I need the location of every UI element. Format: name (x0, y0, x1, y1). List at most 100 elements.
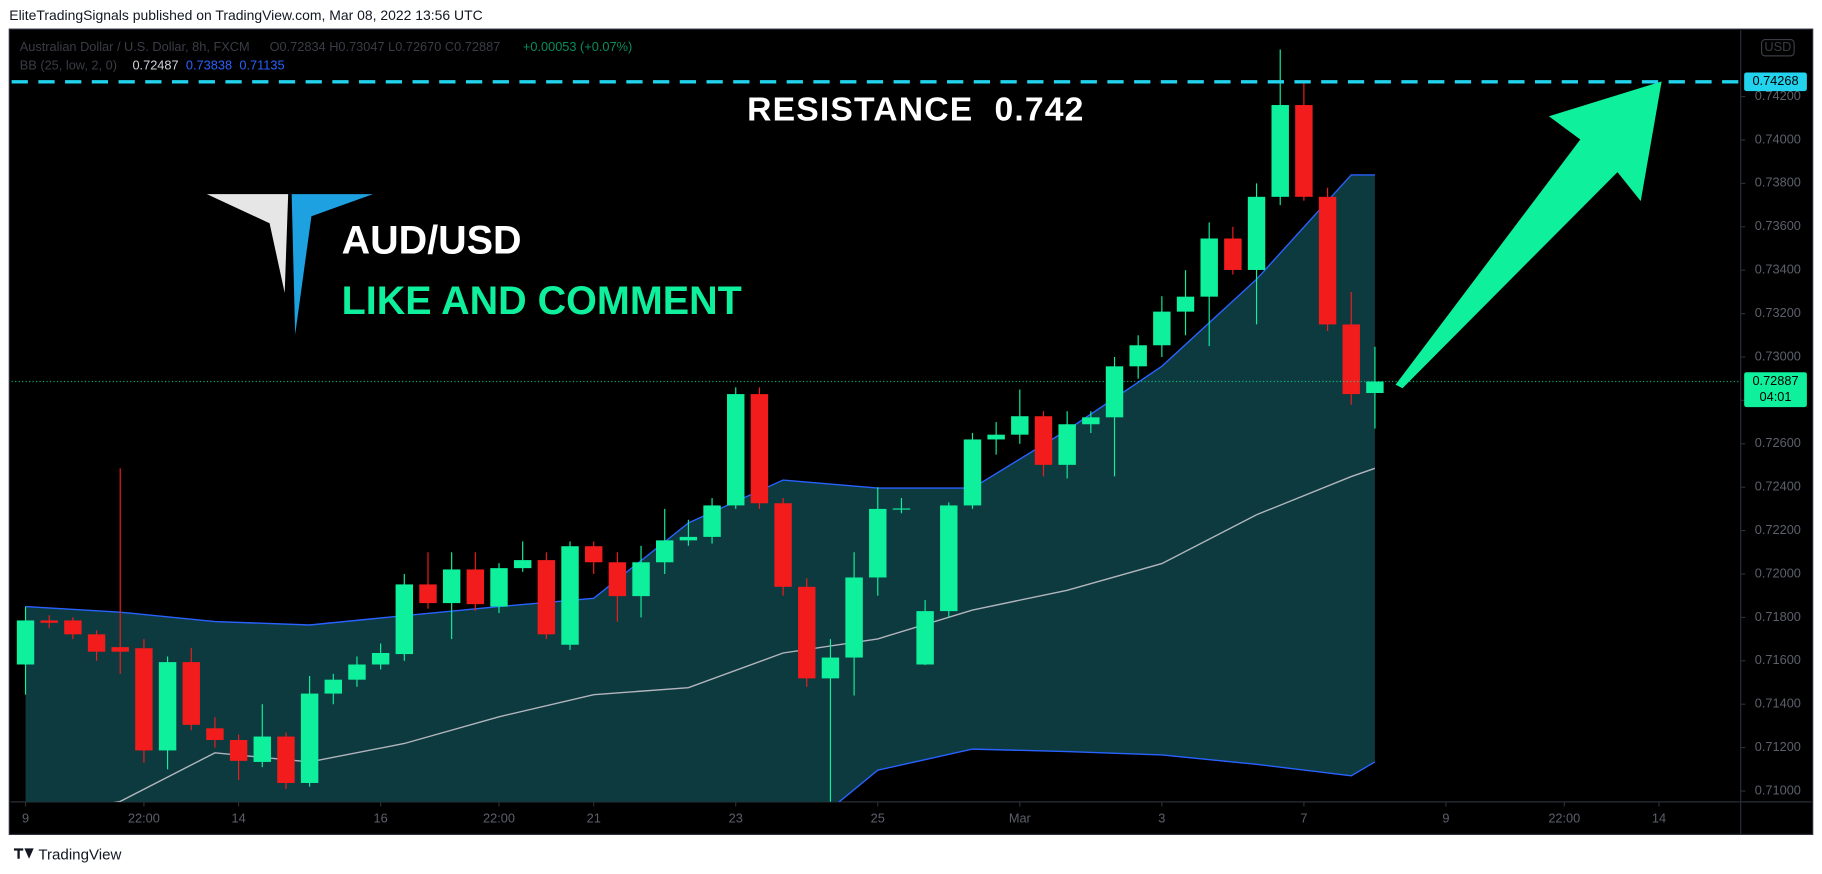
candle-body (1366, 381, 1384, 394)
candle-body (229, 740, 248, 761)
axes: 0.71000 0.71200 0.71400 0.71600 0.71800 0.720… (22, 88, 1801, 826)
last-price-label: 0.72887 (1752, 373, 1798, 388)
candle-body (1318, 196, 1337, 325)
last-price-box (1744, 372, 1807, 408)
resistance-label: 0.74268 (1752, 73, 1798, 88)
candle-body (869, 508, 887, 578)
candle-body (727, 394, 745, 506)
pair-annotation: AUD/USD (342, 218, 522, 262)
candle-body (466, 569, 485, 605)
x-tick-label: 22:00 (483, 811, 515, 826)
y-tick-label: 0.74000 (1755, 131, 1801, 146)
y-tick-label: 0.73400 (1755, 262, 1801, 277)
legend-bb-upper: 0.73838 (186, 58, 232, 73)
y-tick-label: 0.72600 (1755, 435, 1801, 450)
footer-logo (13, 848, 34, 859)
published-line: EliteTradingSignals published on Trading… (9, 7, 482, 23)
x-tick-label: 22:00 (128, 811, 160, 826)
candle-body (608, 562, 627, 597)
candle-body (300, 693, 319, 783)
candle-body (111, 647, 129, 652)
candle-body (64, 620, 82, 635)
resistance-annotation: RESISTANCE 0.742 (747, 92, 1084, 129)
x-tick-label: 21 (587, 811, 601, 826)
candle-body (277, 736, 295, 783)
candle-body (584, 546, 603, 563)
x-tick-label: 9 (22, 811, 29, 826)
candle-body (821, 657, 840, 679)
arrow (1395, 81, 1662, 389)
candle-body (537, 560, 556, 635)
legend-bb-lower: 0.71135 (239, 58, 284, 73)
x-tick-label: Mar (1009, 811, 1032, 826)
call-annotation: LIKE AND COMMENT (342, 279, 742, 323)
currency[interactable]: USD (1764, 39, 1791, 54)
candle-body (490, 568, 508, 607)
candle-body (1224, 238, 1242, 270)
y-tick-label: 0.71200 (1755, 739, 1801, 754)
candle-body (513, 560, 532, 569)
candle-body (419, 584, 437, 604)
legend-symbol: Australian Dollar / U.S. Dollar, 8h, FXC… (20, 39, 250, 54)
candle-body (442, 569, 461, 604)
band-lower (838, 748, 1376, 802)
candle-body (1034, 416, 1053, 465)
candle-body (632, 562, 650, 597)
y-tick-label: 0.71800 (1755, 609, 1801, 624)
legend-bb-middle: 0.72487 (132, 58, 178, 73)
candle-body (1176, 296, 1195, 312)
candle-body (987, 434, 1005, 440)
candle-body (963, 439, 982, 506)
y-tick-label: 0.73800 (1755, 175, 1801, 190)
candle-body (798, 586, 816, 679)
candle-body (371, 652, 390, 665)
candle-body (1342, 324, 1360, 395)
resistance-box (1744, 72, 1807, 92)
candle-body (703, 505, 721, 537)
candle-body (1247, 196, 1266, 270)
candle-body (1200, 238, 1218, 297)
candle-body (395, 584, 414, 655)
x-tick-label: 16 (374, 811, 388, 826)
candle-body (916, 611, 934, 665)
candle-body (656, 540, 674, 563)
y-tick-label: 0.72200 (1755, 522, 1801, 537)
candle-body (135, 648, 153, 751)
y-tick-label: 0.72000 (1755, 565, 1801, 580)
candle-body (182, 662, 200, 725)
candle-body (892, 508, 911, 510)
candle-body (16, 620, 35, 665)
candle-body (1011, 416, 1029, 435)
candle-body (845, 577, 863, 658)
candles (16, 49, 1384, 802)
candle-body (87, 634, 106, 652)
candle-body (940, 505, 958, 612)
countdown-label: 04:01 (1760, 389, 1792, 404)
legend-change: +0.00053 (+0.07%) (523, 39, 632, 54)
candle-body (40, 620, 58, 623)
footer-brand: TradingView (38, 846, 121, 863)
candle-body (1271, 105, 1289, 197)
candle-body (1129, 345, 1147, 367)
candle-body (1058, 424, 1076, 465)
candle-body (1295, 105, 1313, 197)
y-tick-label: 0.71000 (1755, 782, 1801, 797)
x-tick-label: 23 (729, 811, 743, 826)
candle-body (348, 664, 366, 680)
candle-body (561, 546, 579, 645)
x-tick-label: 14 (1652, 811, 1666, 826)
candle-body (774, 503, 792, 587)
x-tick-label: 7 (1300, 811, 1307, 826)
x-tick-label: 14 (231, 811, 245, 826)
candle-body (750, 394, 769, 504)
candle-body (324, 679, 343, 694)
y-tick-label: 0.73200 (1755, 305, 1801, 320)
candle-body (1105, 366, 1124, 418)
currency-box[interactable] (1760, 39, 1795, 57)
candle-body (253, 736, 271, 762)
candle-body (679, 536, 698, 541)
legend-bb: BB (25, low, 2, 0) (20, 58, 117, 73)
